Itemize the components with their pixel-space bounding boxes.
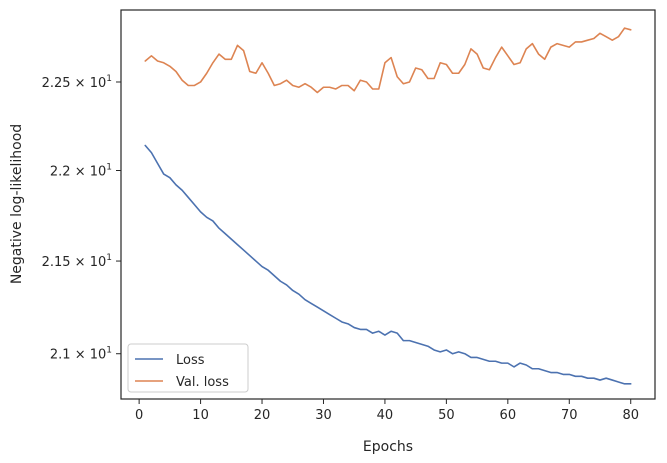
y-tick-label: 2.1 × 101 xyxy=(50,346,112,363)
y-tick-label: 2.2 × 101 xyxy=(50,162,112,179)
x-tick-label: 70 xyxy=(561,408,578,423)
y-tick-label: 2.25 × 101 xyxy=(42,74,112,91)
x-tick-label: 0 xyxy=(135,408,143,423)
series-layer xyxy=(144,27,632,385)
plot-frame xyxy=(120,9,656,400)
legend: Loss Val. loss xyxy=(127,343,249,393)
x-axis-label: Epochs xyxy=(363,439,413,455)
y-axis: 2.1 × 101 2.15 × 101 2.2 × 101 2.25 × 101 xyxy=(42,74,121,363)
series-line-1 xyxy=(144,27,632,94)
plot-area xyxy=(121,10,655,399)
x-tick-label: 20 xyxy=(254,408,271,423)
legend-label-val-loss: Val. loss xyxy=(176,375,229,390)
series-line-0 xyxy=(144,144,632,385)
legend-label-loss: Loss xyxy=(176,353,205,368)
x-tick-label: 30 xyxy=(315,408,332,423)
y-axis-label: Negative log-likelihood xyxy=(9,124,25,284)
x-axis: 0 10 20 30 40 50 60 70 80 xyxy=(135,399,639,423)
x-tick-label: 40 xyxy=(377,408,394,423)
legend-box xyxy=(127,343,249,393)
y-tick-label: 2.15 × 101 xyxy=(42,253,112,270)
x-tick-label: 80 xyxy=(622,408,639,423)
x-tick-label: 50 xyxy=(438,408,455,423)
x-tick-label: 10 xyxy=(192,408,209,423)
x-tick-label: 60 xyxy=(500,408,517,423)
